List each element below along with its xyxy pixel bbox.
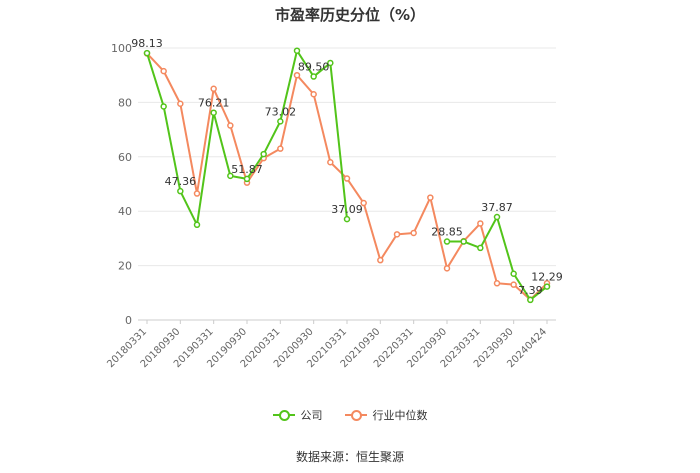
y-tick-label: 0 xyxy=(125,314,132,327)
data-label-company: 76.21 xyxy=(198,97,230,110)
y-tick-label: 40 xyxy=(118,205,132,218)
data-point-company xyxy=(193,221,201,229)
data-point-company xyxy=(477,244,484,252)
data-point-company xyxy=(443,238,451,245)
data-point-industry-median xyxy=(427,194,434,201)
data-point-industry-median xyxy=(493,280,501,287)
data-point-industry-median xyxy=(310,90,317,98)
data-label-company: 37.87 xyxy=(481,201,513,214)
data-point-company xyxy=(327,59,334,67)
grid-layer xyxy=(138,47,556,321)
data-point-industry-median xyxy=(510,281,517,288)
data-source-note: 数据来源：恒生聚源 xyxy=(295,450,404,464)
data-point-company xyxy=(510,270,517,278)
y-tick-label: 60 xyxy=(118,151,132,164)
data-point-industry-median xyxy=(177,100,184,108)
data-point-company xyxy=(493,213,501,221)
legend-swatch-company-icon xyxy=(272,409,295,421)
data-point-company xyxy=(293,47,301,54)
legend-label-company: 公司 xyxy=(300,409,323,422)
data-label-company: 37.09 xyxy=(331,203,363,216)
data-label-layer: 98.13 47.36 76.21 51.87 73.02 89.50 37.09 28.85… xyxy=(131,37,563,297)
data-point-industry-median xyxy=(327,158,334,166)
data-point-company xyxy=(177,187,184,195)
data-point-industry-median xyxy=(410,229,417,237)
data-point-industry-median xyxy=(393,231,401,238)
data-point-company xyxy=(277,118,284,125)
data-label-company: 12.29 xyxy=(531,271,563,284)
data-label-company: 73.02 xyxy=(265,105,297,118)
data-label-company: 28.85 xyxy=(431,226,463,239)
data-point-company xyxy=(143,49,151,57)
data-point-industry-median xyxy=(160,67,167,75)
data-point-company xyxy=(160,103,167,110)
legend-label-industry-median: 行业中位数 xyxy=(372,409,428,422)
series-layer xyxy=(143,47,551,304)
data-label-company: 47.36 xyxy=(165,175,197,188)
data-point-industry-median xyxy=(343,175,351,182)
y-tick-label: 20 xyxy=(118,260,132,273)
data-point-industry-median xyxy=(293,71,301,79)
data-point-company xyxy=(460,238,467,245)
data-point-industry-median xyxy=(477,220,484,227)
series-line-company xyxy=(146,49,348,226)
data-label-company: 51.87 xyxy=(231,163,263,176)
data-point-industry-median xyxy=(227,122,234,129)
data-point-company xyxy=(310,73,317,80)
data-point-company xyxy=(543,283,551,290)
data-point-industry-median xyxy=(360,199,367,207)
data-label-company: 89.50 xyxy=(298,61,330,74)
data-point-company xyxy=(343,215,351,223)
legend-item-industry-median[interactable]: 行业中位数 xyxy=(344,407,428,423)
data-label-company: 7.39 xyxy=(518,284,543,297)
y-tick-label: 80 xyxy=(118,96,132,109)
data-point-industry-median xyxy=(193,190,201,197)
data-point-industry-median xyxy=(443,265,451,272)
pe-percentile-line-chart: 0204060801002018033120180930201903312019… xyxy=(105,37,563,370)
data-point-company xyxy=(227,172,234,180)
data-point-industry-median xyxy=(277,145,284,152)
data-point-industry-median xyxy=(377,256,384,264)
data-point-company xyxy=(243,175,251,183)
data-point-company xyxy=(527,296,534,304)
data-point-industry-median xyxy=(210,85,217,93)
legend-item-company[interactable]: 公司 xyxy=(272,407,323,423)
y-tick-label: 100 xyxy=(111,42,132,55)
chart-title: 市盈率历史分位（%） xyxy=(274,6,426,24)
legend: 公司 行业中位数 xyxy=(0,407,700,423)
data-point-company xyxy=(210,109,217,116)
legend-swatch-industry-icon xyxy=(344,409,367,421)
data-point-company xyxy=(260,150,267,158)
data-label-company: 98.13 xyxy=(131,37,163,50)
